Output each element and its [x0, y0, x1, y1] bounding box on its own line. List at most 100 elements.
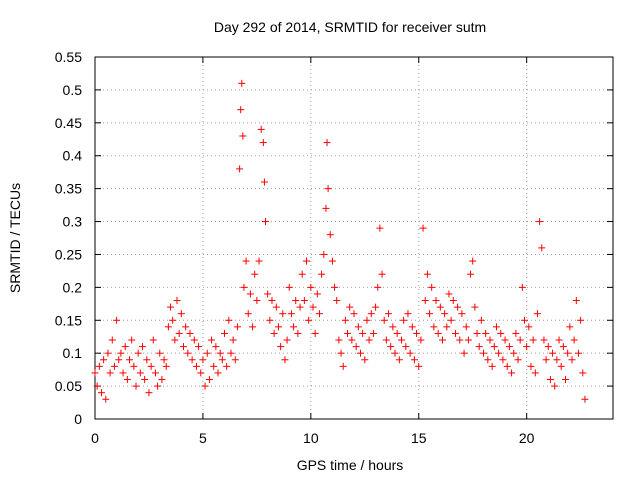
data-point — [260, 178, 268, 186]
data-point — [221, 329, 228, 337]
data-point — [482, 329, 490, 337]
data-point — [167, 303, 175, 311]
data-point — [102, 395, 110, 403]
data-point — [423, 270, 431, 278]
data-point — [169, 316, 177, 324]
data-point — [344, 329, 352, 337]
data-point — [162, 362, 170, 370]
data-point — [533, 310, 541, 318]
data-point — [380, 316, 388, 324]
x-tick-label: 0 — [91, 430, 99, 446]
data-point — [376, 224, 384, 232]
data-point — [119, 369, 127, 377]
data-point — [451, 329, 459, 337]
data-point — [324, 185, 332, 193]
data-point — [333, 297, 341, 305]
data-point — [557, 362, 565, 370]
data-point — [382, 336, 390, 344]
data-point — [93, 382, 101, 390]
data-point — [132, 382, 140, 390]
data-point — [296, 303, 304, 311]
data-point — [164, 323, 172, 331]
data-point — [480, 349, 487, 357]
data-point — [393, 329, 401, 337]
data-point — [350, 310, 358, 318]
data-point — [525, 323, 533, 331]
data-point — [143, 356, 151, 364]
data-point — [369, 329, 377, 337]
data-point — [141, 376, 149, 384]
data-point — [210, 362, 218, 370]
data-point — [529, 336, 537, 344]
data-point — [544, 343, 552, 351]
data-point — [348, 336, 356, 344]
data-point — [203, 349, 211, 357]
data-point — [581, 395, 589, 403]
data-point — [495, 349, 503, 357]
y-tick-label: 0.2 — [63, 279, 83, 295]
data-point — [486, 336, 494, 344]
data-point — [283, 336, 291, 344]
data-point — [361, 356, 369, 364]
data-point — [173, 297, 181, 305]
data-point — [270, 329, 278, 337]
data-point — [568, 356, 576, 364]
data-point — [233, 323, 241, 331]
data-point — [307, 283, 315, 291]
data-point — [171, 336, 179, 344]
data-point — [190, 336, 198, 344]
data-point — [214, 369, 222, 377]
data-point — [218, 356, 226, 364]
data-point — [95, 362, 103, 370]
data-point — [579, 369, 587, 377]
data-point — [430, 323, 438, 331]
data-point — [467, 270, 475, 278]
data-point — [192, 362, 200, 370]
data-point — [274, 323, 282, 331]
data-point — [237, 106, 245, 114]
y-tick-label: 0 — [74, 411, 82, 427]
data-point — [272, 303, 280, 311]
data-point — [408, 323, 416, 331]
data-point — [239, 132, 247, 140]
data-point — [151, 369, 159, 377]
data-point — [231, 356, 239, 364]
data-point — [521, 316, 529, 324]
data-point — [458, 310, 466, 318]
data-points — [91, 79, 589, 403]
data-point — [328, 257, 336, 265]
data-point — [339, 362, 347, 370]
data-point — [97, 389, 105, 397]
data-point — [441, 310, 449, 318]
data-point — [315, 310, 323, 318]
data-point — [462, 323, 470, 331]
data-point — [426, 310, 434, 318]
data-point — [389, 323, 397, 331]
data-point — [322, 204, 330, 212]
data-point — [134, 349, 142, 357]
data-point — [121, 343, 129, 351]
data-point — [305, 316, 313, 324]
data-point — [438, 336, 446, 344]
data-point — [154, 382, 162, 390]
data-point — [566, 323, 574, 331]
data-point — [542, 356, 550, 364]
data-point — [298, 270, 306, 278]
data-point — [454, 303, 462, 311]
data-point — [115, 356, 123, 364]
tick-layer: 0 5 10 15 20 0 0.05 0.1 0.15 0.2 0.25 0.3 0.35 0.4 0.4… — [55, 49, 613, 446]
data-point — [546, 376, 554, 384]
chart-title: Day 292 of 2014, SRMTID for receiver sut… — [214, 19, 486, 35]
data-point — [372, 303, 380, 311]
data-point — [158, 376, 166, 384]
data-point — [104, 349, 112, 357]
data-point — [266, 316, 274, 324]
data-point — [100, 356, 108, 364]
data-point — [417, 336, 425, 344]
data-point — [374, 283, 382, 291]
data-point — [378, 270, 386, 278]
data-point — [421, 297, 429, 305]
data-point — [279, 310, 287, 318]
data-point — [363, 316, 371, 324]
